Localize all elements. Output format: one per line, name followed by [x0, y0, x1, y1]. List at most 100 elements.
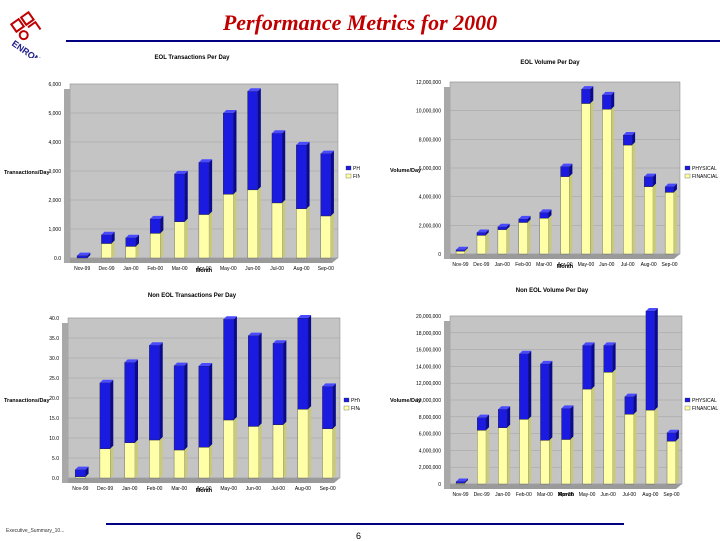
- x-tick-label: Jan-00: [122, 486, 138, 492]
- x-tick-label: Mar-00: [536, 262, 552, 268]
- bar-financial-side: [184, 218, 188, 258]
- bar-physical-top: [602, 91, 615, 95]
- bar-financial: [248, 426, 259, 479]
- y-tick-label: 15.0: [49, 416, 59, 422]
- bar-physical-side: [486, 414, 490, 431]
- bar-physical-top: [198, 159, 213, 163]
- bar-financial: [623, 144, 633, 255]
- bar-physical: [519, 353, 529, 420]
- x-tick-label: Jul-00: [271, 486, 285, 492]
- bar-financial: [223, 419, 235, 479]
- chart-title: Non EOL Volume Per Day: [516, 288, 589, 294]
- bar-financial-side: [675, 438, 679, 484]
- bar-physical-side: [135, 359, 139, 443]
- x-tick-label: Sep-00: [320, 486, 336, 492]
- bar-physical: [539, 212, 549, 219]
- x-tick-label: Sep-00: [318, 266, 334, 272]
- plot-side-wall: [444, 87, 450, 259]
- bar-financial-side: [506, 226, 510, 254]
- bar-physical-top: [75, 466, 89, 470]
- y-tick-label: 2,000: [48, 198, 61, 204]
- legend-swatch: [345, 165, 352, 171]
- x-tick-label: May-00: [220, 266, 237, 272]
- bar-physical-side: [283, 340, 287, 425]
- bar-financial-side: [612, 369, 616, 484]
- y-tick-label: 20.0: [49, 396, 59, 402]
- bar-financial: [477, 430, 487, 485]
- bar-physical-side: [570, 405, 574, 440]
- x-tick-label: Mar-00: [537, 492, 553, 498]
- chart-eol-transactions: 0.0 1,000 2,000 3,000 4,000 5,000 6,000 Nov-99 D…: [4, 55, 360, 274]
- y-tick-label: 2,000,000: [419, 223, 441, 229]
- bar-financial-side: [591, 386, 595, 484]
- bar-physical: [149, 218, 161, 234]
- bar-financial-side: [548, 215, 552, 254]
- bar-physical: [645, 310, 655, 411]
- bar-physical: [247, 91, 259, 191]
- legend-label: PHYSICAL: [353, 166, 360, 172]
- bar-physical-top: [561, 405, 574, 409]
- legend-label: FINANCIAL: [353, 174, 360, 180]
- bar-physical-top: [477, 414, 490, 418]
- bar-financial: [644, 186, 654, 255]
- y-tick-label: 10,000,000: [416, 109, 441, 115]
- plot-side-wall: [62, 323, 68, 483]
- bar-physical: [248, 335, 259, 427]
- bar-physical: [623, 134, 633, 146]
- bar-physical-top: [99, 379, 114, 383]
- bar-financial: [602, 109, 612, 255]
- bar-financial: [99, 448, 111, 479]
- y-tick-label: 0.0: [54, 256, 61, 262]
- bar-physical-top: [247, 88, 261, 92]
- x-tick-label: Jun-00: [601, 492, 617, 498]
- bar-physical: [198, 365, 210, 448]
- x-tick-label: Jul-00: [270, 266, 284, 272]
- bar-financial-side: [528, 416, 532, 484]
- bar-physical: [320, 153, 332, 217]
- bar-physical-side: [528, 350, 532, 420]
- bar-physical-top: [174, 170, 188, 174]
- bar-financial: [271, 202, 283, 259]
- x-axis-label: Month: [557, 264, 574, 270]
- bar-physical-top: [624, 393, 637, 397]
- bar-financial: [560, 176, 570, 255]
- bar-financial: [322, 428, 334, 479]
- x-tick-label: Jan-00: [495, 492, 511, 498]
- bar-physical-side: [160, 215, 164, 234]
- x-axis-label: Month: [196, 268, 213, 274]
- legend-label: FINANCIAL: [692, 406, 718, 412]
- bar-financial-side: [332, 425, 336, 478]
- chart-title: Non EOL Transactions Per Day: [148, 293, 237, 299]
- bar-physical-top: [456, 478, 468, 482]
- x-axis-label: Month: [558, 492, 575, 498]
- bar-financial: [581, 103, 591, 255]
- bar-financial-side: [611, 106, 615, 254]
- chart-title: EOL Transactions Per Day: [155, 55, 231, 61]
- bar-physical-side: [233, 110, 237, 195]
- bar-physical-side: [612, 342, 616, 373]
- y-tick-label: 14,000,000: [416, 364, 441, 370]
- bar-physical-top: [560, 163, 573, 167]
- bar-physical-side: [209, 363, 213, 448]
- footer-note: Executive_Summary_10...: [6, 528, 65, 534]
- enron-logo: ENRON: [9, 10, 42, 58]
- plot-side-wall: [444, 321, 450, 489]
- bar-physical: [624, 396, 634, 415]
- bar-physical: [664, 186, 675, 193]
- bar-physical: [74, 469, 86, 478]
- bar-financial: [497, 229, 507, 255]
- x-tick-label: Sep-00: [661, 262, 677, 268]
- y-axis-label: Volume/Day: [390, 168, 422, 174]
- bar-physical-top: [476, 229, 489, 233]
- bar-financial-side: [590, 100, 594, 254]
- x-tick-label: Nov-99: [74, 266, 90, 272]
- bar-physical-top: [297, 315, 312, 318]
- y-tick-label: 10,000,000: [416, 398, 441, 404]
- bar-physical-side: [590, 86, 594, 104]
- bar-financial-side: [464, 248, 468, 254]
- bar-physical: [271, 133, 283, 204]
- bar-physical-top: [518, 215, 531, 219]
- bar-physical-top: [272, 340, 287, 344]
- bar-physical-top: [581, 86, 594, 90]
- y-tick-label: 0.0: [52, 476, 59, 482]
